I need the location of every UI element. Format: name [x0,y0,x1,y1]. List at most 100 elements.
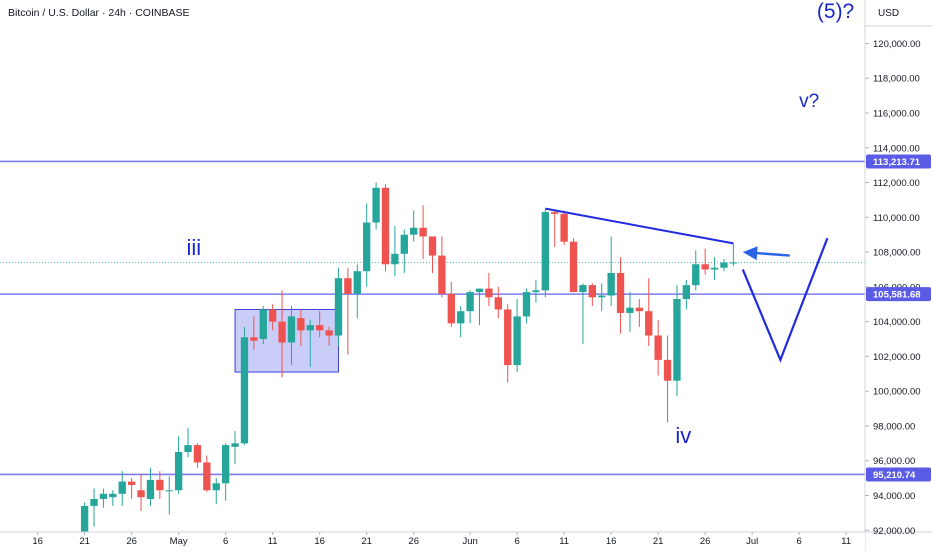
candle-body [692,264,700,286]
trendline [545,207,734,245]
x-tick-label: 16 [606,536,617,547]
candle [410,210,418,242]
candle [616,257,625,334]
candle [588,283,597,306]
candle-body [193,445,202,463]
wave-label: v? [799,91,820,113]
level-price-tag [866,154,931,169]
y-tick-label: 110,000.00 [873,213,920,224]
x-tick-label: 11 [559,536,569,547]
candle-body [720,262,728,268]
candle-body [306,325,314,331]
candle [372,182,380,230]
candle [645,278,653,346]
x-tick-label: 11 [841,536,851,547]
y-tick-label: 100,000.00 [873,387,921,398]
drawings [545,207,829,363]
candle-body [250,337,258,341]
x-tick-label: Jun [462,536,477,547]
candle [391,226,399,277]
x-tick-label: 11 [268,536,278,547]
y-tick-label: 108,000.00 [873,248,921,259]
candle [598,283,606,312]
price-axis-bg [865,0,932,550]
wave-label: (5)? [816,0,855,23]
y-tick-label: 92,000.00 [873,526,915,537]
candle [419,205,427,260]
x-tick-label: 16 [32,536,43,547]
candle [165,476,173,515]
level-price-label: 105,581.68 [873,290,921,301]
candle [522,288,531,324]
candle [673,285,681,397]
candle-body [532,290,540,293]
candle-body [579,285,587,293]
y-tick-label: 104,000.00 [873,317,921,328]
time-axis-bg [0,532,865,550]
candle-body [635,307,644,312]
candle-body [626,307,634,313]
candle [259,305,267,345]
candle-body [334,278,343,336]
candle [278,290,286,378]
x-tick-label: 6 [514,536,519,547]
candle [551,210,559,247]
candle [316,311,324,338]
candle [494,286,502,319]
candle [184,427,192,458]
candle [701,248,709,275]
y-tick-label: 112,000.00 [873,178,920,189]
candle [560,210,568,246]
candle-body [400,234,408,254]
candle-body [710,267,719,270]
candle-body [363,222,371,272]
candle-body [353,271,361,294]
candle-body [99,493,108,499]
candle [607,236,615,306]
candle [306,319,314,367]
candle [457,305,465,338]
y-tick-label: 114,000.00 [873,143,920,154]
candle-body [419,227,427,237]
candle [447,281,455,327]
candle [504,304,512,383]
candle [250,316,258,350]
candle [325,326,333,346]
candle [193,443,202,468]
candle-body [551,212,559,214]
candle-body [682,285,691,300]
wave-label: iv [675,423,692,449]
x-tick-label: 16 [314,536,325,547]
level-price-label: 95,210.74 [873,470,916,481]
candle-body [325,330,333,336]
candle-body [174,452,183,491]
candle-body [146,479,155,499]
candle-body [203,462,211,491]
candle [344,267,352,355]
currency-label: USD [878,8,899,19]
candle-body [165,490,173,492]
candle-body [466,292,474,312]
candle [626,292,634,333]
level-price-label: 113,213.71 [873,157,921,168]
candle [692,250,700,291]
candle-body [701,264,709,270]
candle-body [673,299,681,381]
candle-body [118,481,126,494]
arrow-head [742,246,758,261]
y-tick-label: 118,000.00 [873,74,920,85]
candle-body [428,236,437,256]
candle-body [231,443,239,447]
candle-body [541,212,549,291]
candle [174,436,183,494]
candle-body [438,255,446,294]
candle-body [297,318,305,331]
candle-body [504,309,512,366]
candle [400,229,408,273]
candle-body [588,285,597,298]
candle-body [268,309,277,322]
level-price-tag [866,467,931,482]
